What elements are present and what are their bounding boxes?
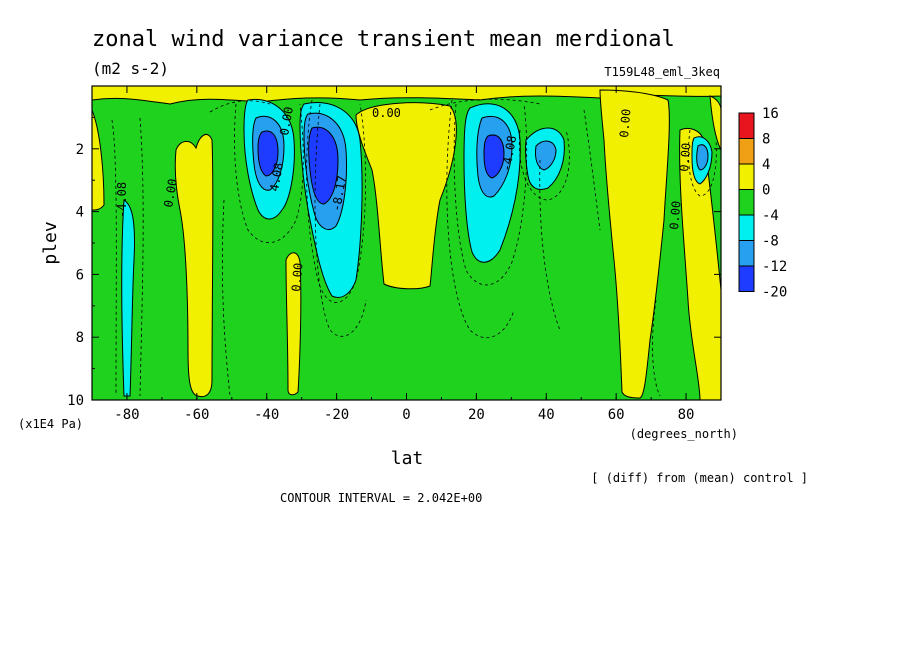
contour-field: 0.00 0.00 -4.08 4.08 -8.17 -4.08 0.00 0.… (92, 86, 721, 400)
x-tick-label: 0 (402, 407, 410, 423)
legend-swatch (738, 265, 755, 292)
experiment-label: T159L48_eml_3keq (604, 65, 720, 79)
contour-label-5: -4.08 (499, 135, 519, 173)
y-axis: 2 4 6 8 10 (67, 116, 721, 409)
positive-region-north-column (599, 89, 670, 399)
x-tick-label: -40 (254, 407, 279, 423)
x-axis-label: lat (391, 448, 424, 469)
positive-region-equatorial (355, 102, 457, 290)
legend-swatch (738, 240, 755, 267)
negative-extreme-south-jet-b (308, 126, 339, 205)
legend-level-label: 4 (762, 157, 770, 173)
color-legend: 16 8 4 0 -4 -8 -12 -20 (738, 106, 787, 301)
negative-extreme-south-jet-a (257, 130, 279, 177)
x-tick-label: 80 (678, 407, 695, 423)
contour-label-4: -8.17 (329, 175, 349, 213)
negative-region-south-pole (121, 199, 135, 397)
negative-contours (111, 98, 717, 397)
contour-label-2: -4.08 (115, 182, 129, 218)
x-tick-label: -20 (324, 407, 349, 423)
contour-label-1: 0.00 (161, 178, 180, 209)
x-tick-label: -60 (184, 407, 209, 423)
units-label: (m2 s-2) (92, 59, 169, 78)
contour-label-9: 0.00 (667, 200, 683, 230)
x-tick-label: 60 (608, 407, 625, 423)
contour-label-10: 0.00 (677, 142, 693, 172)
contour-label-8: 0.00 (617, 108, 633, 138)
contour-label-3: 4.08 (267, 162, 286, 193)
y-unit-label: (x1E4 Pa) (18, 417, 83, 431)
y-tick-label: 8 (76, 330, 84, 346)
x-axis: -80 -60 -40 -20 0 20 40 60 80 (91, 86, 722, 423)
legend-swatch (738, 138, 755, 165)
legend-swatch (738, 163, 755, 190)
legend-level-label: -12 (762, 259, 787, 275)
contour-label-7: 0.00 (289, 262, 305, 292)
x-tick-label: 20 (468, 407, 485, 423)
chart-title: zonal wind variance transient mean merdi… (92, 27, 675, 52)
legend-level-label: -20 (762, 285, 787, 301)
legend-level-label: 0 (762, 183, 770, 199)
y-tick-label: 6 (76, 267, 84, 283)
legend-swatch (738, 189, 755, 216)
legend-swatch (738, 214, 755, 241)
y-tick-label: 4 (76, 205, 84, 221)
legend-level-label: -8 (762, 234, 779, 250)
legend-level-label: 8 (762, 132, 770, 148)
positive-region-south-west (92, 109, 105, 211)
legend-swatch (738, 112, 755, 139)
legend-level-label: 16 (762, 106, 779, 122)
negative-extreme-north-jet (483, 134, 505, 179)
negative-core-north-pole (696, 144, 709, 171)
x-tick-label: -80 (114, 407, 139, 423)
contour-interval: CONTOUR INTERVAL = 2.042E+00 (280, 491, 482, 505)
negative-core-north-jet-b (535, 140, 557, 171)
x-unit-label: (degrees_north) (630, 427, 738, 441)
legend-level-label: -4 (762, 208, 779, 224)
positive-region-north-corner (709, 95, 721, 151)
y-axis-label: plev (40, 221, 61, 264)
y-tick-label: 10 (67, 393, 84, 409)
positive-region-south-column (174, 133, 214, 398)
contour-label-6: 0.00 (277, 106, 296, 137)
comparison-note: [ (diff) from (mean) control ] (591, 471, 808, 485)
positive-region-small-column (285, 252, 302, 396)
contour-label-0: 0.00 (372, 106, 401, 120)
y-tick-label: 2 (76, 142, 84, 158)
x-tick-label: 40 (538, 407, 555, 423)
